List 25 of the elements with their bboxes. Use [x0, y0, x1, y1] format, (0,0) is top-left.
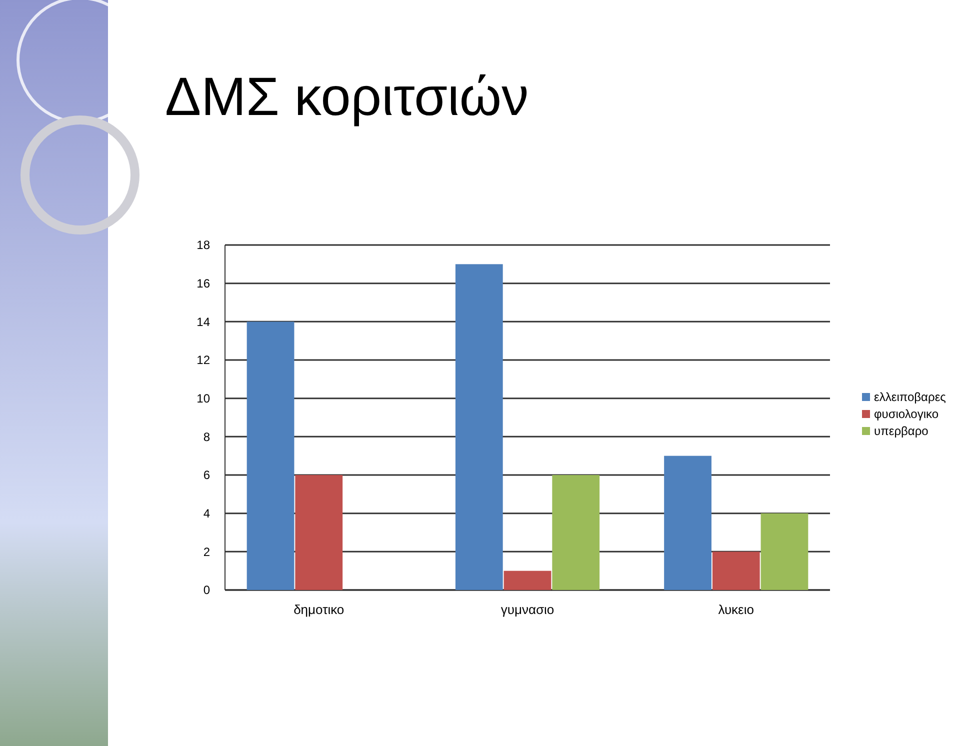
bar — [552, 475, 600, 590]
legend-label: φυσιολογικο — [874, 407, 939, 421]
y-tick-label: 14 — [196, 314, 210, 329]
y-tick-label: 16 — [196, 276, 210, 291]
y-tick-label: 0 — [203, 583, 210, 598]
y-tick-label: 2 — [203, 544, 210, 559]
x-tick-label: λυκειο — [718, 602, 754, 617]
bar — [455, 264, 503, 590]
x-tick-label: δημοτικο — [294, 602, 344, 617]
bar — [664, 456, 712, 590]
bar — [504, 570, 552, 590]
x-tick-label: γυμνασιο — [500, 602, 554, 617]
y-tick-label: 10 — [196, 392, 210, 406]
bar — [295, 475, 343, 590]
legend-label: υπερβαρο — [874, 424, 929, 438]
y-tick-label: 8 — [203, 430, 210, 444]
bar — [760, 513, 808, 590]
legend-label: ελλειποβαρες — [874, 390, 946, 404]
y-tick-label: 6 — [203, 468, 210, 482]
y-tick-label: 4 — [203, 506, 210, 521]
chart-title: ΔΜΣ κοριτσιών — [165, 67, 529, 127]
y-tick-label: 18 — [196, 238, 210, 252]
bar — [712, 552, 760, 590]
y-tick-label: 12 — [196, 353, 210, 368]
bar — [246, 322, 294, 590]
